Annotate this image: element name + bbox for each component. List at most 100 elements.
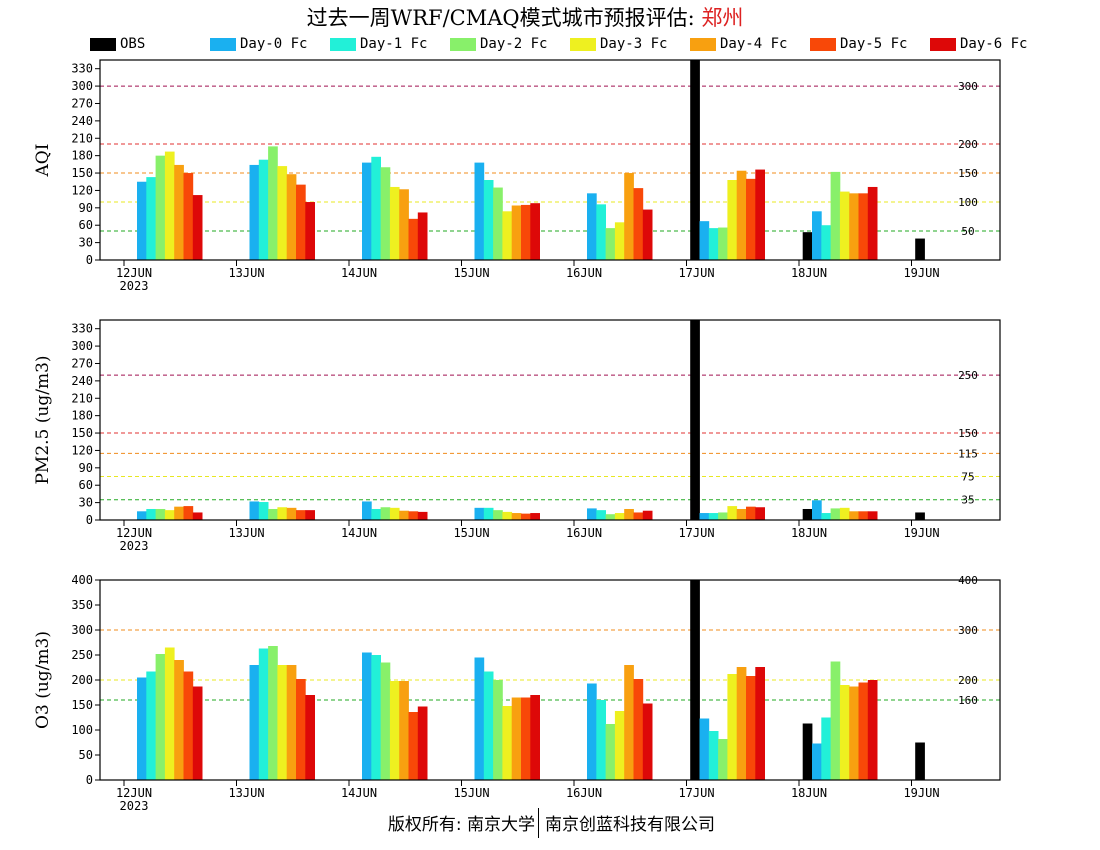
bar (296, 510, 306, 520)
bar (624, 173, 634, 260)
bar (614, 222, 625, 260)
bar (183, 173, 194, 260)
x-tick-label: 12JUN (116, 786, 152, 800)
y-tick-label: 300 (71, 623, 93, 637)
bar (839, 685, 850, 780)
plot-frame (99, 319, 1001, 521)
footer-company: 南京创蓝科技有限公司 (545, 815, 715, 835)
threshold-label: 115 (958, 447, 978, 460)
bar (708, 731, 719, 780)
bar (736, 508, 747, 520)
bar (268, 146, 278, 260)
bar (417, 212, 428, 260)
plot-frame (99, 59, 1001, 261)
bar (718, 227, 728, 260)
bar (249, 501, 260, 520)
bar (755, 507, 765, 520)
bar (483, 507, 494, 520)
x-tick-label: 13JUN (228, 266, 264, 280)
footer-separator (538, 808, 539, 838)
title-prefix: 过去一周WRF/CMAQ模式城市预报评估: (306, 6, 702, 30)
bar (849, 511, 859, 520)
y-tick-label: 210 (71, 131, 93, 145)
y-axis-label: O3 (ug/m3) (33, 631, 53, 729)
bar (192, 512, 203, 520)
threshold-label: 150 (958, 427, 978, 440)
threshold-label: 200 (958, 674, 978, 687)
bar (690, 60, 700, 260)
bar (736, 170, 747, 260)
bar (633, 679, 644, 780)
x-tick-label: 13JUN (228, 786, 264, 800)
x-tick-label: 17JUN (678, 526, 714, 540)
y-tick-label: 300 (71, 79, 93, 93)
bar (727, 506, 738, 520)
bar (530, 695, 540, 780)
bar (521, 697, 531, 780)
x-tick-label: 15JUN (453, 526, 489, 540)
bar (587, 683, 597, 780)
y-axis-label: AQI (33, 144, 53, 178)
bar (624, 665, 634, 780)
legend: OBS Day-0 Fc Day-1 Fc Day-2 Fc Day-3 Fc Day-4… (0, 0, 1100, 58)
bar (483, 180, 494, 260)
legend-label: Day-6 Fc (960, 36, 1028, 52)
y-tick-label: 270 (71, 96, 93, 110)
bar (915, 742, 925, 780)
bar (146, 177, 156, 260)
y-tick-label: 150 (71, 166, 93, 180)
bar (268, 646, 278, 780)
threshold-label: 300 (958, 80, 978, 93)
x-tick-label: 18JUN (791, 786, 827, 800)
bar (858, 193, 869, 260)
bar (746, 676, 756, 780)
bar (183, 671, 194, 780)
bar (614, 711, 625, 780)
y-tick-label: 150 (71, 698, 93, 712)
bar (371, 508, 381, 520)
bar (389, 681, 400, 780)
y-tick-label: 0 (86, 253, 93, 267)
legend-swatch (690, 38, 716, 51)
bar (530, 203, 540, 260)
chart-panel-aqi: 50 100 150 200 300 0 30 60 90 120 150 180 210 240 270 3… (33, 59, 1001, 293)
x-tick-label: 19JUN (903, 786, 939, 800)
bar (858, 511, 869, 520)
bar (277, 665, 288, 780)
y-tick-label: 350 (71, 598, 93, 612)
footer-copyright: 版权所有: 南京大学 (387, 815, 535, 835)
bar (755, 169, 765, 260)
bar (605, 724, 616, 780)
legend-swatch (570, 38, 596, 51)
bar (483, 671, 494, 780)
bar (296, 184, 306, 260)
bar (155, 654, 166, 780)
y-tick-label: 210 (71, 391, 93, 405)
bar (587, 193, 597, 260)
bar (286, 507, 297, 520)
bar (417, 706, 428, 780)
bar (830, 171, 841, 260)
x-tick-label: 17JUN (678, 786, 714, 800)
bar (521, 204, 531, 260)
threshold-label: 150 (958, 167, 978, 180)
bar (812, 500, 822, 520)
bar (718, 512, 728, 520)
bar (727, 674, 738, 780)
bar (736, 667, 747, 780)
y-tick-label: 400 (71, 573, 93, 587)
legend-swatch (450, 38, 476, 51)
bar (867, 680, 878, 780)
bar (511, 205, 522, 260)
y-tick-label: 120 (71, 183, 93, 197)
bar (286, 665, 297, 780)
y-tick-label: 90 (79, 201, 93, 215)
bar (137, 181, 147, 260)
threshold-label: 35 (961, 494, 974, 507)
y-tick-label: 330 (71, 62, 93, 76)
bar (277, 166, 288, 260)
x-tick-label: 16JUN (566, 786, 602, 800)
x-tick-label: 16JUN (566, 526, 602, 540)
y-tick-label: 90 (79, 461, 93, 475)
bar (277, 507, 288, 520)
